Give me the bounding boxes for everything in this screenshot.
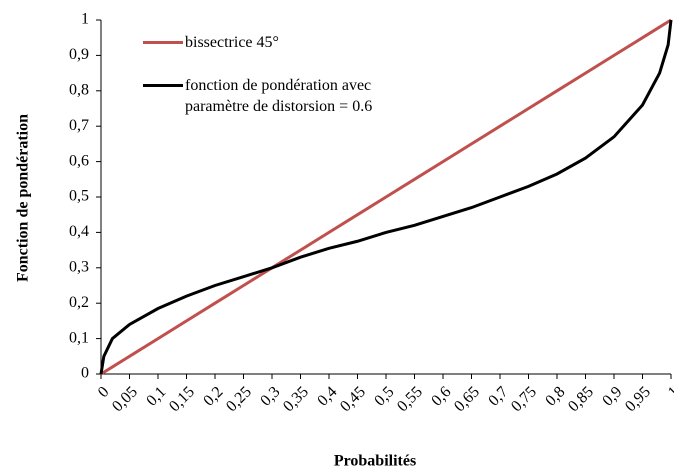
y-tick-label: 0,4 (69, 223, 89, 240)
legend-swatch (143, 41, 183, 44)
x-tick-label: 0,55 (394, 383, 426, 415)
x-tick-label: 0,2 (200, 383, 226, 409)
x-tick-label: 0,6 (428, 383, 454, 409)
line-series (99, 19, 673, 375)
y-tick-label: 1 (81, 11, 89, 28)
x-tick-label: 0,3 (257, 383, 283, 409)
x-tick-label: 0,9 (599, 383, 625, 409)
x-tick-label: 0,95 (622, 383, 654, 415)
x-tick-label: 0,8 (542, 383, 568, 409)
x-tick-label: 0,35 (280, 383, 312, 415)
x-tick-label: 0,25 (223, 383, 255, 415)
y-axis-title: Fonction de pondération (15, 114, 32, 282)
x-tick-label: 0,1 (143, 383, 169, 409)
x-tick-label: 0,45 (337, 383, 369, 415)
y-tick-label: 0,7 (69, 117, 89, 134)
y-tick-label: 0 (81, 365, 89, 382)
y-tick-label: 0,8 (69, 81, 89, 98)
x-tick-label: 0,75 (508, 383, 540, 415)
y-tick-label: 0,1 (69, 329, 89, 346)
x-tick-label: 0,5 (371, 383, 397, 409)
legend-label: bissectrice 45° (185, 34, 279, 51)
y-tick-label: 0,5 (69, 188, 89, 205)
x-axis-title: Probabilités (334, 453, 416, 470)
line-series (100, 18, 672, 376)
y-tick-label: 0,9 (69, 46, 89, 63)
y-tick-label: 0,3 (69, 258, 89, 275)
x-tick-label: 0,65 (451, 383, 483, 415)
x-tick-label: 1 (665, 383, 674, 401)
y-tick-label: 0,2 (69, 294, 89, 311)
x-tick-label: 0,4 (314, 383, 340, 409)
legend-swatch (143, 84, 183, 87)
legend-label: fonction de pondération avec paramètre d… (185, 77, 373, 115)
x-tick-label: 0,85 (565, 383, 597, 415)
x-tick-label: 0,05 (109, 383, 141, 415)
x-tick-label: 0,15 (166, 383, 198, 415)
x-tick-label: 0,7 (485, 383, 511, 409)
y-tick-label: 0,6 (69, 152, 89, 169)
x-tick-label: 0 (95, 383, 113, 401)
